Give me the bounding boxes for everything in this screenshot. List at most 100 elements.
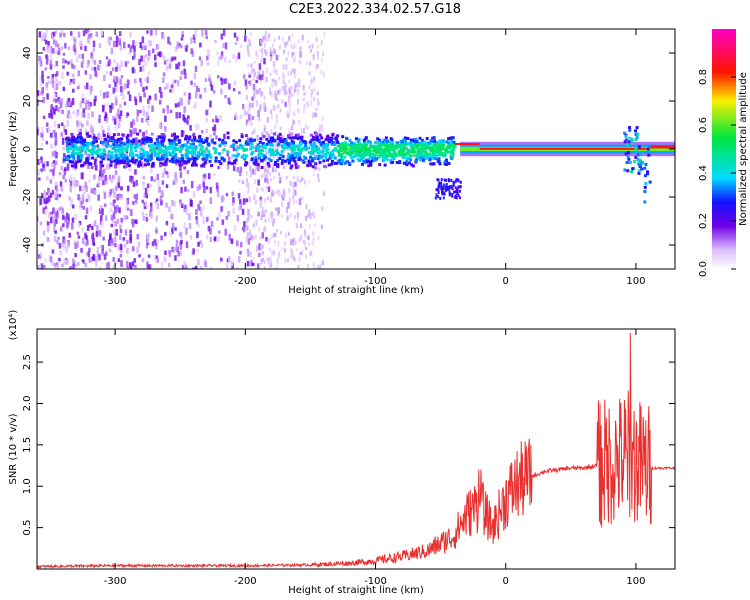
noise-mark [70,198,74,205]
noise-mark [241,180,245,185]
noise-mark [274,168,278,173]
noise-mark [295,200,298,204]
band-mark [256,143,260,147]
noise-mark [114,81,117,87]
noise-mark [293,58,296,63]
noise-mark [79,142,82,149]
noise-mark [97,175,101,182]
band-mark [160,140,164,144]
noise-mark [52,207,55,214]
burst-mark [623,140,627,144]
band-mark [418,156,422,160]
burst-mark [627,157,631,161]
band-mark [199,140,203,144]
noise-mark [205,234,209,239]
band-mark [121,144,125,148]
noise-mark [47,195,51,202]
burst-mark [643,185,647,189]
band-mark [442,152,446,156]
band-mark [339,146,343,150]
band-mark [208,152,212,156]
noise-mark [183,117,187,123]
band-mark [222,148,226,152]
noise-mark [188,223,192,229]
noise-mark [127,91,130,95]
noise-mark [263,174,266,178]
noise-mark [187,188,190,193]
band-mark [181,155,185,159]
noise-mark [160,261,164,269]
noise-mark [294,257,297,263]
noise-mark [130,121,133,128]
band-mark [287,153,291,157]
band-mark [384,136,388,140]
noise-mark [263,125,266,129]
noise-mark [245,111,248,116]
band-mark [392,157,396,161]
noise-mark [68,196,71,201]
noise-mark [78,54,81,58]
noise-mark [103,75,106,81]
noise-mark [307,126,310,131]
noise-mark [228,59,231,63]
band-mark [178,163,182,167]
noise-mark [65,212,69,220]
band-mark [434,196,437,200]
band-mark [126,158,130,162]
band-mark [157,135,161,139]
band-mark [137,154,141,158]
band-mark [214,159,218,163]
band-mark [114,154,118,158]
band-mark [354,152,358,155]
noise-mark [281,213,284,219]
noise-mark [266,117,269,123]
band-mark [374,144,378,148]
noise-mark [131,67,135,74]
noise-mark [239,166,243,173]
band-mark [68,142,72,146]
band-mark [246,142,250,146]
noise-mark [304,124,307,129]
band-mark [433,139,437,143]
band-mark [360,155,364,159]
noise-mark [247,109,250,115]
band-mark [312,138,316,142]
noise-mark [51,262,54,266]
band-mark [380,143,384,146]
noise-mark [297,224,300,228]
band-mark [450,186,453,190]
band-mark [199,138,203,142]
band-mark [448,190,451,194]
band-mark [398,159,402,163]
band-mark [168,151,172,155]
noise-mark [269,47,272,53]
band-mark [200,164,204,168]
noise-mark [175,63,178,70]
noise-mark [289,197,292,203]
noise-mark [85,29,88,34]
band-mark [437,189,440,193]
noise-mark [320,69,323,75]
noise-mark [250,142,253,149]
noise-mark [37,265,40,269]
noise-mark [173,178,177,184]
band-mark [267,164,271,168]
band-mark [414,143,418,146]
noise-mark [77,194,80,201]
noise-mark [155,215,159,222]
band-mark [417,143,421,146]
noise-mark [198,184,201,190]
noise-mark [165,202,168,208]
band-mark [426,143,430,146]
noise-mark [233,80,237,86]
band-mark [150,156,154,160]
noise-mark [114,207,117,214]
noise-mark [291,68,294,73]
noise-mark [116,108,120,116]
noise-mark [265,131,268,135]
noise-mark [267,137,270,141]
noise-mark [49,59,53,64]
band-mark [357,150,361,154]
band-mark [441,139,445,143]
noise-mark [79,40,82,47]
